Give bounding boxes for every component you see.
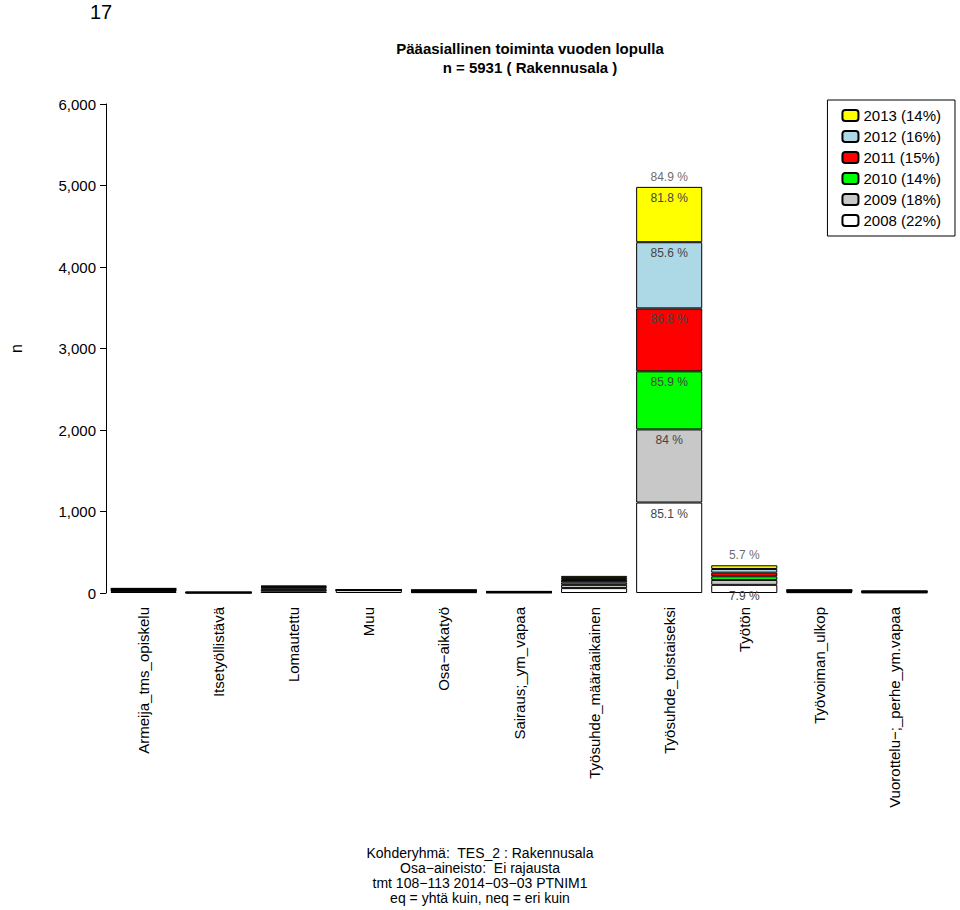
svg-text:2,000: 2,000 — [58, 422, 96, 439]
svg-text:2012 (16%): 2012 (16%) — [863, 128, 941, 145]
svg-text:5,000: 5,000 — [58, 177, 96, 194]
svg-text:Kohderyhmä: TES_2 : Rakennusa: Kohderyhmä: TES_2 : Rakennusala — [367, 845, 594, 861]
svg-text:86.8 %: 86.8 % — [651, 312, 689, 326]
svg-text:6,000: 6,000 — [58, 96, 96, 113]
svg-text:2013 (14%): 2013 (14%) — [863, 107, 941, 124]
svg-text:eq = yhtä kuin, neq = eri kuin: eq = yhtä kuin, neq = eri kuin — [390, 890, 570, 906]
svg-text:Työtön: Työtön — [736, 607, 753, 652]
svg-text:Lomautettu: Lomautettu — [285, 607, 302, 682]
svg-text:Työsuhde_määräaikainen: Työsuhde_määräaikainen — [586, 607, 603, 779]
svg-text:2011 (15%): 2011 (15%) — [863, 149, 939, 166]
svg-text:0: 0 — [88, 585, 96, 602]
svg-text:Itsetyöllistävä: Itsetyöllistävä — [210, 606, 227, 697]
svg-text:n: n — [8, 344, 25, 353]
svg-text:84 %: 84 % — [656, 433, 684, 447]
svg-text:85.1 %: 85.1 % — [651, 507, 689, 521]
svg-text:2009 (18%): 2009 (18%) — [863, 191, 941, 208]
svg-text:17: 17 — [90, 1, 112, 23]
svg-text:Pääasiallinen toiminta vuoden: Pääasiallinen toiminta vuoden lopulla — [396, 40, 664, 57]
svg-text:n = 5931 ( Rakennusala ): n = 5931 ( Rakennusala ) — [443, 59, 618, 76]
svg-text:2010 (14%): 2010 (14%) — [863, 170, 941, 187]
svg-text:85.6 %: 85.6 % — [651, 246, 689, 260]
svg-text:81.8 %: 81.8 % — [651, 191, 689, 205]
svg-text:5.7 %: 5.7 % — [729, 548, 760, 562]
svg-text:7.9 %: 7.9 % — [729, 589, 760, 603]
svg-text:2008 (22%): 2008 (22%) — [863, 212, 941, 229]
svg-text:Työvoiman_ulkop: Työvoiman_ulkop — [811, 607, 828, 724]
svg-text:Sairaus;_ym_vapaa: Sairaus;_ym_vapaa — [511, 606, 528, 739]
svg-text:4,000: 4,000 — [58, 259, 96, 276]
svg-text:1,000: 1,000 — [58, 503, 96, 520]
svg-text:Armeija_tms_opiskelu: Armeija_tms_opiskelu — [135, 607, 152, 754]
svg-text:84.9 %: 84.9 % — [651, 170, 689, 184]
svg-text:Osa−aikatyö: Osa−aikatyö — [435, 607, 452, 691]
svg-text:Työsuhde_toistaiseksi: Työsuhde_toistaiseksi — [661, 607, 678, 754]
svg-text:Muu: Muu — [360, 607, 377, 636]
svg-text:Vuorottelu−;_perhe_ym.vapaa: Vuorottelu−;_perhe_ym.vapaa — [886, 606, 903, 807]
svg-text:3,000: 3,000 — [58, 340, 96, 357]
svg-text:Osa−aineisto: Ei rajausta: Osa−aineisto: Ei rajausta — [400, 860, 560, 876]
svg-text:tmt 108−113 2014−03−03 PTNIM1: tmt 108−113 2014−03−03 PTNIM1 — [373, 875, 588, 891]
svg-text:85.9 %: 85.9 % — [651, 375, 689, 389]
